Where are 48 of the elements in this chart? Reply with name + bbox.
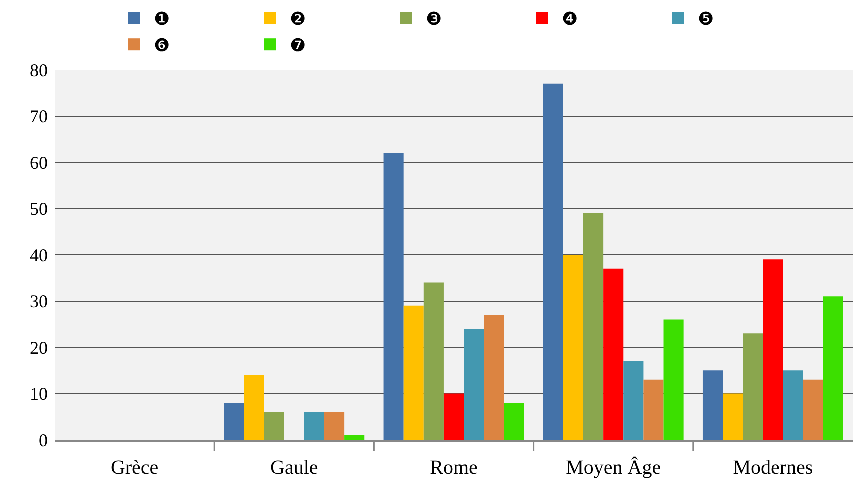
bar — [344, 435, 365, 440]
bar — [424, 282, 444, 440]
bar — [504, 403, 524, 440]
bar — [624, 361, 644, 440]
legend-label: ❹ — [562, 9, 578, 30]
x-tick-label: Gaule — [270, 457, 318, 479]
y-tick-label: 80 — [30, 60, 48, 80]
x-tick-label: Rome — [430, 457, 478, 479]
x-tick-label: Moyen Âge — [566, 456, 662, 479]
bar — [604, 268, 624, 440]
bar — [224, 403, 244, 440]
bar — [324, 412, 345, 440]
y-tick-label: 10 — [30, 384, 48, 404]
bar — [783, 370, 804, 440]
legend-label: ❼ — [290, 36, 306, 56]
bar — [563, 255, 584, 440]
bar — [384, 153, 404, 440]
legend-label: ❷ — [290, 9, 306, 30]
bar — [803, 380, 824, 440]
bar — [763, 260, 784, 440]
bar — [644, 380, 664, 440]
bar — [702, 370, 724, 440]
legend-label: ❸ — [426, 9, 442, 30]
bar — [484, 315, 504, 440]
y-tick-label: 40 — [30, 245, 48, 266]
bar — [264, 412, 284, 440]
bar — [664, 320, 684, 440]
bar — [584, 213, 604, 440]
y-tick-label: 60 — [30, 152, 48, 173]
legend-label: ❻ — [154, 36, 170, 56]
y-tick-label: 0 — [39, 430, 48, 450]
bar — [304, 412, 324, 440]
legend-label: ❺ — [698, 9, 714, 30]
y-tick-label: 50 — [30, 199, 48, 220]
bar — [244, 375, 264, 440]
bar — [543, 84, 564, 440]
bar — [823, 296, 844, 440]
bar — [464, 329, 484, 440]
bar — [404, 306, 424, 440]
y-tick-label: 70 — [30, 106, 48, 127]
legend-label: ❶ — [154, 9, 170, 30]
bar — [743, 334, 764, 440]
bar — [723, 394, 744, 440]
x-tick-label: Modernes — [733, 457, 814, 479]
y-tick-label: 20 — [30, 338, 48, 358]
x-tick-label: Grèce — [110, 457, 159, 479]
bar — [444, 394, 464, 440]
y-tick-label: 30 — [30, 292, 48, 312]
